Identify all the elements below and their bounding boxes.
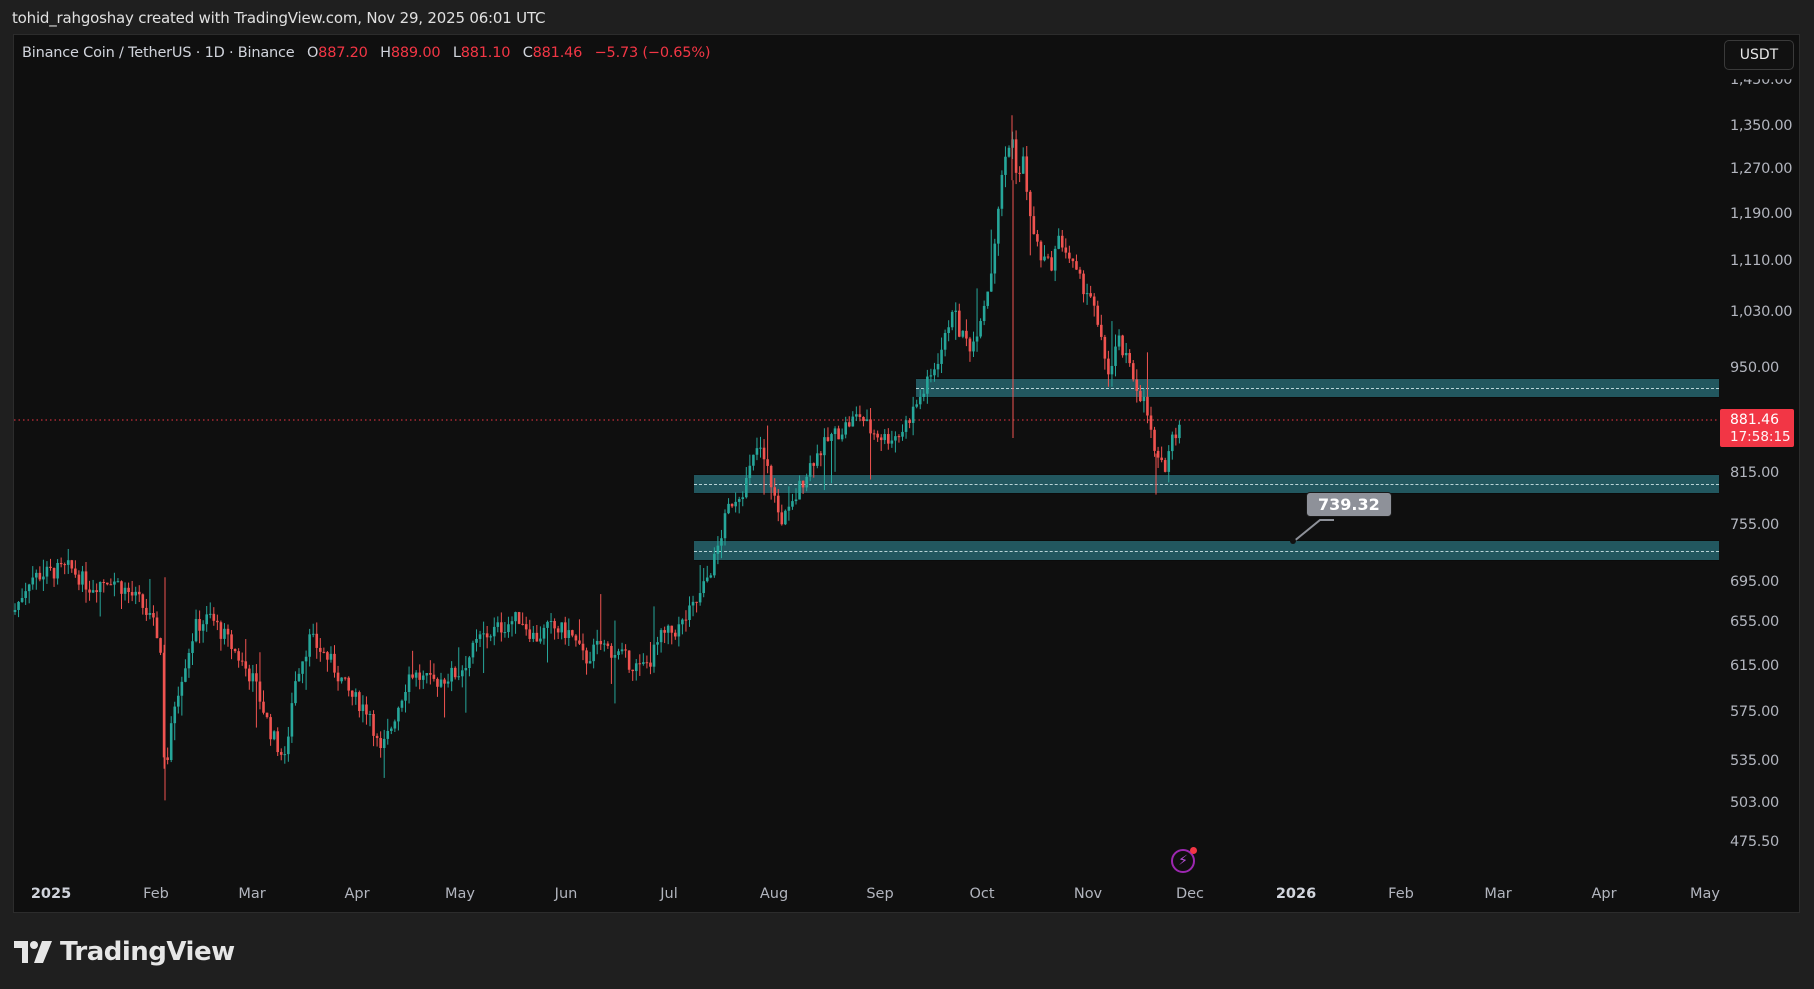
time-tick: Jul: [660, 886, 678, 902]
lightning-icon[interactable]: ⚡: [1171, 847, 1197, 873]
tradingview-logo-icon: [14, 941, 52, 963]
last-price-value: 881.46: [1730, 412, 1779, 428]
price-tick: 1,110.00: [1730, 253, 1793, 269]
price-tick: 575.00: [1730, 704, 1779, 720]
price-tick: 950.00: [1730, 360, 1779, 376]
time-tick: Apr: [1591, 886, 1617, 902]
last-price-label: 881.46 17:58:15: [1720, 409, 1794, 447]
price-tick: 615.00: [1730, 658, 1779, 674]
chart-pane[interactable]: [13, 34, 1800, 913]
change-value: −5.73 (−0.65%): [594, 45, 711, 61]
price-tick: 1,350.00: [1730, 118, 1793, 134]
high-label: H: [380, 45, 391, 61]
time-tick: Oct: [969, 886, 995, 902]
time-tick: May: [445, 886, 475, 902]
price-tick: 1,450.00: [1730, 72, 1793, 88]
time-tick: Apr: [344, 886, 370, 902]
symbol-title: Binance Coin / TetherUS · 1D · Binance: [22, 45, 295, 61]
time-tick: 2025: [30, 886, 72, 902]
time-tick: Feb: [1388, 886, 1414, 902]
price-tick: 655.00: [1730, 614, 1779, 630]
price-tick: 1,030.00: [1730, 304, 1793, 320]
tradingview-logo: TradingView: [14, 937, 235, 967]
close-value: 881.46: [532, 45, 583, 61]
open-value: 887.20: [318, 45, 368, 61]
close-label: C: [522, 45, 533, 61]
time-tick: 2026: [1275, 886, 1317, 902]
price-tick: 475.50: [1730, 834, 1779, 850]
high-value: 889.00: [390, 45, 441, 61]
zone-midline: [694, 550, 1719, 552]
price-tick: 815.00: [1730, 465, 1779, 481]
currency-button[interactable]: USDT: [1724, 40, 1794, 70]
low-label: L: [452, 45, 461, 61]
price-tick: 695.00: [1730, 574, 1779, 590]
symbol-legend: Binance Coin / TetherUS · 1D · Binance O…: [22, 45, 711, 61]
time-tick: Feb: [143, 886, 169, 902]
time-tick: Jun: [554, 886, 578, 902]
time-tick: Dec: [1175, 886, 1205, 902]
bar-countdown: 17:58:15: [1730, 429, 1791, 445]
notification-dot: [1190, 847, 1197, 854]
price-tick: 535.00: [1730, 753, 1779, 769]
time-tick: Sep: [866, 886, 894, 902]
price-callout[interactable]: 739.32: [1306, 492, 1392, 517]
support-zone-upper[interactable]: [694, 474, 1719, 494]
logo-text: TradingView: [60, 937, 235, 967]
chart-credit: tohid_rahgoshay created with TradingView…: [12, 9, 546, 27]
zone-midline: [694, 484, 1719, 485]
price-tick: 1,190.00: [1730, 206, 1793, 222]
price-tick: 503.00: [1730, 795, 1779, 811]
time-tick: Nov: [1073, 886, 1103, 902]
support-zone-lower[interactable]: [694, 540, 1719, 561]
resistance-zone[interactable]: [916, 378, 1719, 398]
low-value: 881.10: [460, 45, 511, 61]
time-tick: May: [1690, 886, 1720, 902]
time-tick: Mar: [238, 886, 266, 902]
price-tick: 1,270.00: [1730, 161, 1793, 177]
price-tick: 755.00: [1730, 517, 1779, 533]
zone-midline: [916, 388, 1719, 389]
time-tick: Aug: [759, 886, 789, 902]
time-tick: Mar: [1484, 886, 1512, 902]
open-label: O: [306, 45, 319, 61]
